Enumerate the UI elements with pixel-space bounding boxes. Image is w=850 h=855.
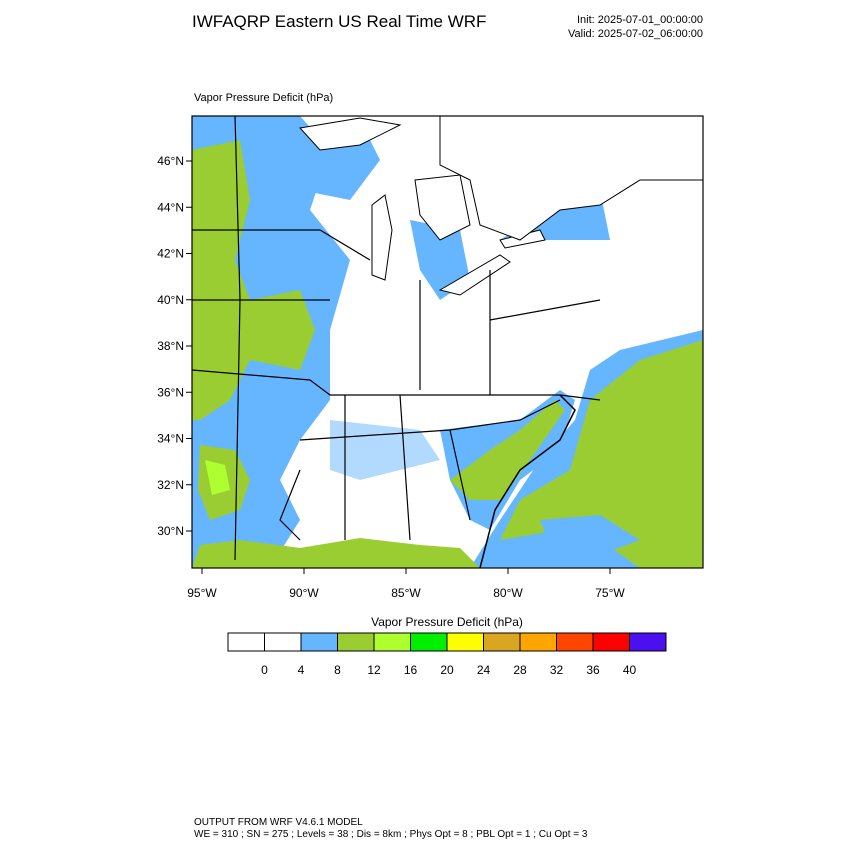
colorbar-box <box>483 632 521 652</box>
colorbar-label: 12 <box>367 663 381 677</box>
colorbar-box <box>629 632 667 652</box>
lat-label: 36°N <box>157 385 184 399</box>
gulf <box>192 538 480 568</box>
lat-label: 42°N <box>157 247 184 261</box>
vpd-patch <box>192 140 315 420</box>
colorbar-label: 16 <box>404 663 418 677</box>
colorbar-box <box>592 632 630 652</box>
colorbar-label: 0 <box>261 663 268 677</box>
canada <box>439 116 703 241</box>
lake <box>414 174 471 241</box>
lat-label: 40°N <box>157 293 184 307</box>
lon-label: 90°W <box>289 586 319 600</box>
colorbar-label: 24 <box>477 663 491 677</box>
lon-label: 85°W <box>391 586 421 600</box>
footer-line: WE = 310 ; SN = 275 ; Levels = 38 ; Dis … <box>194 829 588 840</box>
lon-label: 80°W <box>493 586 523 600</box>
colorbar-box <box>446 632 484 652</box>
colorbar-label: 8 <box>334 663 341 677</box>
colorbar-box <box>410 632 448 652</box>
lon-label: 75°W <box>595 586 625 600</box>
lat-label: 38°N <box>157 339 184 353</box>
colorbar-title: Vapor Pressure Deficit (hPa) <box>371 615 523 629</box>
vpd-patch <box>205 460 230 495</box>
lake <box>438 254 511 296</box>
valid-time: Valid: 2025-07-02_06:00:00 <box>568 28 703 40</box>
vpd-patch <box>330 420 440 480</box>
colorbar-box <box>300 632 338 652</box>
init-time: Init: 2025-07-01_00:00:00 <box>577 14 703 26</box>
title: IWFAQRP Eastern US Real Time WRF <box>192 12 486 31</box>
footer-line: OUTPUT FROM WRF V4.6.1 MODEL <box>194 817 363 828</box>
vpd-patch <box>450 400 565 500</box>
colorbar-label: 32 <box>550 663 564 677</box>
map <box>192 116 703 568</box>
colorbar-box <box>373 632 411 652</box>
colorbar-box <box>556 632 594 652</box>
borders <box>192 116 601 561</box>
ocean-vpd <box>540 515 640 555</box>
lat-label: 34°N <box>157 432 184 446</box>
vpd-patch <box>410 220 470 300</box>
colorbar-box <box>519 632 557 652</box>
colorbar-label: 4 <box>298 663 305 677</box>
colorbar-label: 20 <box>440 663 454 677</box>
lat-label: 44°N <box>157 200 184 214</box>
lon-label: 95°W <box>187 586 217 600</box>
coastline <box>479 394 576 568</box>
ocean-vpd <box>500 340 703 568</box>
map-label: Vapor Pressure Deficit (hPa) <box>194 92 333 104</box>
colorbar-box <box>227 632 265 652</box>
colorbar-label: 40 <box>623 663 637 677</box>
lake <box>371 194 393 281</box>
map-frame <box>191 115 704 569</box>
lat-label: 46°N <box>157 154 184 168</box>
lake <box>299 117 402 151</box>
colorbar-box <box>264 632 302 652</box>
colorbar-box <box>337 632 375 652</box>
lat-label: 30°N <box>157 524 184 538</box>
colorbar-label: 36 <box>586 663 600 677</box>
lat-label: 32°N <box>157 478 184 492</box>
colorbar-label: 28 <box>513 663 527 677</box>
